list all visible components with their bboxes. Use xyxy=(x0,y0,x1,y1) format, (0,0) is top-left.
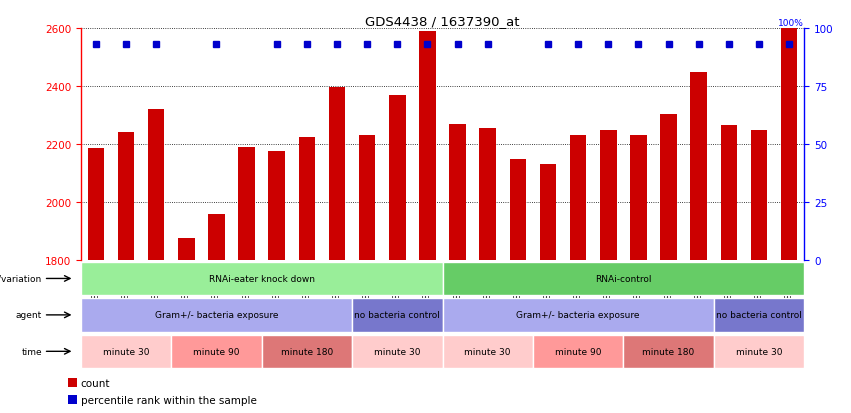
Bar xyxy=(328,88,346,261)
Bar xyxy=(714,299,804,332)
Text: count: count xyxy=(81,378,111,388)
Text: minute 30: minute 30 xyxy=(465,347,511,356)
Bar xyxy=(510,159,526,261)
Text: no bacteria control: no bacteria control xyxy=(354,311,440,320)
Bar xyxy=(299,138,315,261)
Bar xyxy=(449,124,465,261)
Bar xyxy=(148,110,164,261)
Bar xyxy=(81,335,171,368)
Text: genotype/variation: genotype/variation xyxy=(0,274,42,283)
Bar xyxy=(389,95,406,261)
Bar xyxy=(623,335,714,368)
Text: no bacteria control: no bacteria control xyxy=(716,311,802,320)
Bar xyxy=(238,148,255,261)
Bar xyxy=(630,136,647,261)
Text: RNAi-control: RNAi-control xyxy=(595,274,652,283)
Bar xyxy=(117,133,134,261)
Text: minute 30: minute 30 xyxy=(374,347,420,356)
Bar xyxy=(570,136,586,261)
Text: minute 180: minute 180 xyxy=(281,347,333,356)
Bar xyxy=(420,32,436,261)
Bar xyxy=(171,335,261,368)
Bar xyxy=(751,130,768,261)
Bar xyxy=(443,335,533,368)
Bar xyxy=(533,335,623,368)
Title: GDS4438 / 1637390_at: GDS4438 / 1637390_at xyxy=(365,15,520,28)
Bar xyxy=(178,239,195,261)
Text: percentile rank within the sample: percentile rank within the sample xyxy=(81,395,257,405)
Bar xyxy=(600,130,617,261)
Bar xyxy=(781,29,797,261)
Text: 100%: 100% xyxy=(779,19,804,28)
Bar xyxy=(660,114,677,261)
Text: minute 90: minute 90 xyxy=(193,347,240,356)
Text: agent: agent xyxy=(16,311,42,320)
Text: minute 30: minute 30 xyxy=(736,347,782,356)
Text: Gram+/- bacteria exposure: Gram+/- bacteria exposure xyxy=(517,311,640,320)
Bar xyxy=(68,395,77,404)
Text: RNAi-eater knock down: RNAi-eater knock down xyxy=(208,274,315,283)
Bar xyxy=(690,72,707,261)
Bar xyxy=(540,165,557,261)
Bar xyxy=(359,136,375,261)
Bar xyxy=(443,299,714,332)
Bar xyxy=(208,214,225,261)
Text: time: time xyxy=(21,347,42,356)
Bar xyxy=(352,335,443,368)
Bar xyxy=(443,262,804,295)
Text: minute 180: minute 180 xyxy=(643,347,694,356)
Bar xyxy=(81,262,443,295)
Text: Gram+/- bacteria exposure: Gram+/- bacteria exposure xyxy=(155,311,278,320)
Bar xyxy=(88,149,104,261)
Text: minute 90: minute 90 xyxy=(555,347,602,356)
Bar xyxy=(68,378,77,387)
Bar xyxy=(721,126,737,261)
Text: minute 30: minute 30 xyxy=(103,347,149,356)
Bar xyxy=(714,335,804,368)
Bar xyxy=(479,129,496,261)
Bar xyxy=(268,152,285,261)
Bar xyxy=(261,335,352,368)
Bar xyxy=(81,299,352,332)
Bar xyxy=(352,299,443,332)
